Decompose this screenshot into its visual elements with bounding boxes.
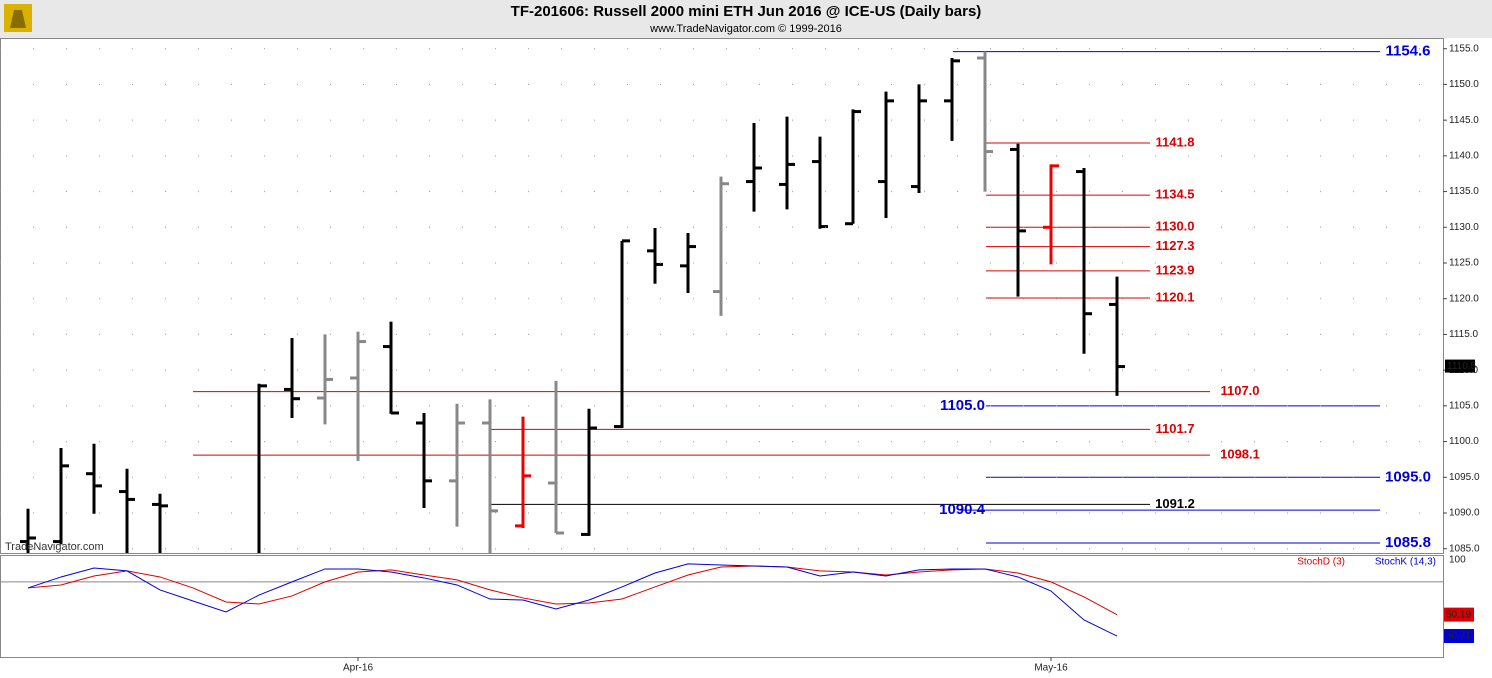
- legend-entry: StochD (3): [1297, 557, 1345, 568]
- level-label: 1141.8: [1155, 134, 1194, 149]
- y-tick-label: 1090.0: [1449, 508, 1480, 519]
- y-tick-label: 1150.0: [1449, 79, 1479, 90]
- level-label: 1085.8: [1385, 534, 1431, 551]
- y-tick-label: 1120.0: [1449, 293, 1479, 304]
- y-tick-label: 1095.0: [1449, 472, 1480, 483]
- level-label: 1098.1: [1220, 447, 1260, 462]
- level-label: 1095.0: [1385, 468, 1431, 485]
- chart-subtitle: www.TradeNavigator.com © 1999-2016: [649, 23, 842, 35]
- y-tick-label: 1125.0: [1449, 258, 1479, 269]
- last-value-label: 50.19: [1446, 609, 1471, 620]
- level-label: 1091.2: [1155, 496, 1195, 511]
- last-price-label: 1110.5: [1447, 361, 1477, 372]
- level-label: 1120.1: [1155, 289, 1194, 304]
- y-tick-label: 1155.0: [1449, 43, 1479, 54]
- last-value-box: [1444, 607, 1474, 622]
- watermark: TradeNavigator.com: [5, 541, 104, 553]
- level-label: 1134.5: [1155, 187, 1194, 202]
- header: [0, 0, 1492, 38]
- level-label: 1123.9: [1155, 262, 1194, 277]
- x-tick-label: May-16: [1034, 663, 1068, 674]
- y-tick-label: 1135.0: [1449, 186, 1479, 197]
- last-value-label: 30.71: [1446, 631, 1471, 642]
- last-value-box: [1444, 629, 1474, 644]
- y-tick-label: 1105.0: [1449, 400, 1479, 411]
- chart-title: TF-201606: Russell 2000 mini ETH Jun 201…: [511, 3, 982, 20]
- level-label: 1154.6: [1385, 43, 1430, 60]
- y-tick-label: 100: [1449, 555, 1466, 566]
- y-tick-label: 1145.0: [1449, 115, 1479, 126]
- levels: 1154.6 1141.8 1134.5 1130.0 1127.3 1123.9 1120…: [193, 43, 1431, 551]
- legend-entry: StochK (14,3): [1375, 557, 1436, 568]
- x-tick-label: Apr-16: [343, 663, 373, 674]
- level-label: 1090.4: [939, 501, 986, 518]
- level-label: 1130.0: [1155, 219, 1194, 234]
- bars: [20, 51, 1125, 553]
- stoch-line: [27, 565, 1118, 616]
- y-tick-label: 1130.0: [1449, 222, 1479, 233]
- y-tick-label: 1115.0: [1449, 329, 1479, 340]
- logo: [4, 4, 32, 32]
- price-panel: [0, 38, 1444, 554]
- y-tick-label: 1140.0: [1449, 150, 1479, 161]
- level-label: 1127.3: [1155, 238, 1194, 253]
- level-label: 1107.0: [1220, 383, 1259, 398]
- level-label: 1105.0: [940, 397, 985, 414]
- y-tick-label: 1085.0: [1449, 543, 1480, 554]
- level-label: 1101.7: [1155, 421, 1194, 436]
- stoch-panel: [0, 555, 1444, 658]
- stoch-line: [27, 563, 1118, 637]
- y-tick-label: 1100.0: [1449, 436, 1479, 447]
- last-price-box: [1445, 359, 1475, 373]
